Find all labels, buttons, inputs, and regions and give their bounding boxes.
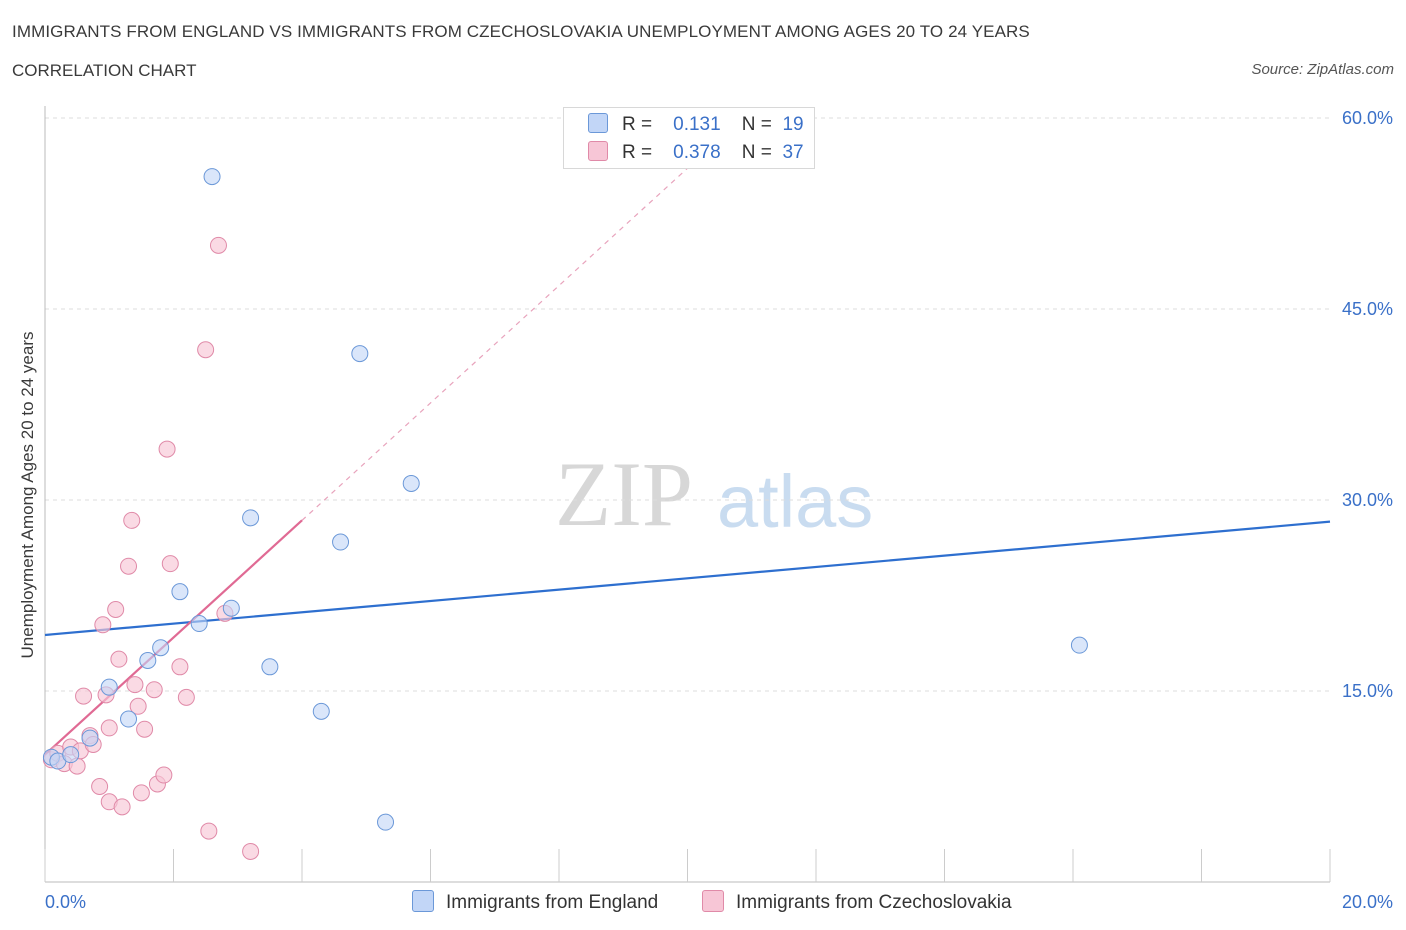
england-point <box>377 813 395 831</box>
england-n-value: 19 <box>782 114 804 135</box>
england-point <box>261 658 279 676</box>
england-point <box>190 615 208 633</box>
england-point <box>312 702 330 720</box>
y-tick-label: 15.0% <box>1342 681 1393 701</box>
legend-england: Immigrants from England <box>412 890 658 914</box>
czech-point <box>113 798 131 816</box>
legend-czech: Immigrants from Czechoslovakia <box>702 890 1012 914</box>
czech-trend-line <box>44 519 303 756</box>
england-r-label: R = <box>622 114 653 135</box>
czech-point <box>197 341 215 359</box>
chart-title: IMMIGRANTS FROM ENGLAND VS IMMIGRANTS FR… <box>12 22 1030 41</box>
czech-point <box>120 557 138 575</box>
england-point <box>1070 636 1088 654</box>
czech-point <box>242 842 260 860</box>
england-swatch <box>588 113 608 133</box>
czech-legend-label: Immigrants from Czechoslovakia <box>736 892 1012 913</box>
england-point <box>332 533 350 551</box>
czech-point <box>126 676 144 694</box>
england-point <box>203 168 221 186</box>
czech-point <box>100 719 118 737</box>
watermark-atlas: atlas <box>717 460 873 543</box>
czech-point <box>94 616 112 634</box>
england-point <box>120 710 138 728</box>
czech-point <box>132 784 150 802</box>
czech-point <box>123 511 141 529</box>
england-r-value: 0.131 <box>673 114 721 135</box>
england-n-label: N = <box>741 114 772 135</box>
czech-point <box>177 688 195 706</box>
czech-trend-extension <box>301 144 714 521</box>
trend-lines <box>44 144 1331 756</box>
y-tick-label: 60.0% <box>1342 108 1393 128</box>
england-point <box>152 639 170 657</box>
england-point <box>100 678 118 696</box>
czech-point <box>155 766 173 784</box>
czech-point <box>136 720 154 738</box>
y-axis-label: Unemployment Among Ages 20 to 24 years <box>18 331 37 659</box>
czech-point <box>110 650 128 668</box>
czech-swatch <box>588 141 608 161</box>
czech-n-label: N = <box>741 142 772 163</box>
czech-point <box>107 601 125 619</box>
czech-point <box>91 778 109 795</box>
england-point <box>242 509 260 527</box>
tick-labels: 15.0% 30.0% 45.0% 60.0% 0.0% 20.0% <box>45 108 1393 912</box>
czech-r-value: 0.378 <box>673 142 721 163</box>
czech-r-label: R = <box>622 142 653 163</box>
stats-legend-czech: R = 0.378 N = 37 <box>588 141 804 163</box>
czech-point <box>209 236 227 254</box>
czech-point <box>171 658 189 676</box>
england-point <box>222 599 240 617</box>
chart-subtitle: CORRELATION CHART <box>12 61 197 80</box>
england-point <box>171 583 189 601</box>
czech-point <box>75 687 93 705</box>
watermark: ZIP atlas <box>555 443 873 545</box>
england-trend-line <box>44 520 1331 637</box>
czech-point <box>145 681 163 699</box>
england-point <box>351 345 369 363</box>
stats-legend-england: R = 0.131 N = 19 <box>588 113 804 135</box>
source-label: Source: ZipAtlas.com <box>1251 61 1394 78</box>
czech-point <box>158 440 176 458</box>
czech-legend-swatch <box>702 890 724 912</box>
czech-point <box>129 697 147 715</box>
england-point <box>402 474 420 492</box>
czech-n-value: 37 <box>782 142 804 163</box>
x-tick-label: 20.0% <box>1342 892 1393 912</box>
czech-point <box>161 555 179 573</box>
england-point <box>139 651 157 669</box>
stats-legend: R = 0.131 N = 19 R = 0.378 N = 37 <box>563 107 815 169</box>
england-point <box>81 729 99 747</box>
watermark-zip: ZIP <box>555 443 693 545</box>
england-legend-label: Immigrants from England <box>446 892 659 913</box>
y-tick-label: 45.0% <box>1342 299 1393 319</box>
england-point <box>62 746 80 764</box>
czech-point <box>200 822 218 840</box>
data-points <box>42 168 1088 860</box>
y-tick-label: 30.0% <box>1342 490 1393 510</box>
x-tick-label: 0.0% <box>45 892 86 912</box>
england-legend-swatch <box>412 890 434 912</box>
